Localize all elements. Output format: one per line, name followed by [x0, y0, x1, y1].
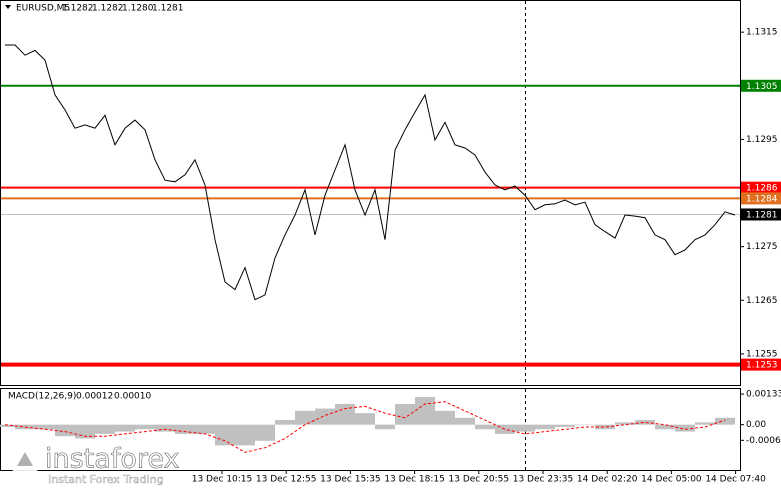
level-tag: [741, 79, 781, 92]
y-tick-label: 1.1255: [746, 349, 778, 359]
price-line: [5, 44, 736, 301]
x-tick-label: 13 Dec 23:35: [513, 475, 574, 485]
menu-arrow: [5, 5, 11, 9]
macd-bar: [535, 424, 555, 430]
macd-tick-label: 0.00133: [746, 390, 781, 400]
y-tick-label: 1.1295: [746, 135, 778, 145]
x-tick-label: 13 Dec 12:55: [256, 475, 317, 485]
level-label: 1.1305: [746, 82, 778, 92]
macd-name: MACD(12,26,9): [8, 392, 76, 402]
macd-bar: [255, 424, 275, 441]
macd-bar: [0, 424, 15, 427]
macd-signal: [4, 401, 726, 453]
macd-bar: [55, 424, 75, 437]
macd-bar: [715, 417, 735, 425]
level-label: 1.1284: [746, 194, 778, 204]
macd-bar: [655, 424, 675, 430]
macd-bar: [195, 424, 215, 434]
macd-bar: [135, 424, 155, 430]
y-tick-label: 1.1275: [746, 242, 778, 252]
level-tag: [741, 208, 781, 221]
macd-bar: [635, 420, 655, 425]
ohlc-value: 1.1282: [92, 4, 124, 14]
macd-bar: [555, 424, 575, 427]
macd-bar: [375, 424, 395, 430]
macd-bar: [275, 420, 295, 425]
logo-mark: [17, 452, 33, 466]
symbol: EURUSD,M5: [16, 4, 70, 14]
brand: instaforex: [45, 444, 179, 475]
macd-bar: [155, 424, 175, 432]
x-tick-label: 14 Dec 07:40: [705, 475, 766, 485]
ohlc-value: 1.1282: [62, 4, 94, 14]
macd-bar: [175, 424, 195, 434]
macd-tick-label: -0.00068: [746, 436, 781, 446]
macd-bar: [515, 424, 535, 432]
macd-bar: [415, 397, 435, 425]
macd-reading: 0.00012: [76, 392, 113, 402]
tagline: Instant Forex Trading: [48, 473, 164, 486]
x-tick-label: 13 Dec 20:55: [449, 475, 510, 485]
x-tick-label: 13 Dec 15:35: [320, 475, 381, 485]
macd-bar: [435, 410, 455, 425]
price-frame: [0, 0, 741, 386]
macd-bar: [315, 408, 335, 425]
y-tick-label: 1.1315: [746, 28, 778, 38]
ohlc-value: 1.1280: [122, 4, 154, 14]
ohlc-value: 1.1281: [152, 4, 184, 14]
level-label: 1.1286: [746, 184, 778, 194]
macd-bar: [95, 424, 115, 434]
x-tick-label: 14 Dec 02:20: [577, 475, 638, 485]
macd-bar: [115, 424, 135, 432]
macd-bar: [235, 424, 255, 446]
level-tag: [741, 181, 781, 194]
macd-bar: [455, 417, 475, 425]
level-tag: [741, 358, 781, 371]
macd-bar: [35, 424, 55, 430]
macd-frame: [0, 388, 741, 471]
level-label: 1.1253: [746, 361, 778, 371]
macd-bar: [495, 424, 515, 434]
macd-bar: [335, 403, 355, 425]
level-tag: [741, 192, 781, 205]
macd-bar: [595, 424, 615, 430]
y-tick-label: 1.1265: [746, 296, 778, 306]
macd-reading: 0.00010: [114, 392, 151, 402]
x-tick-label: 13 Dec 10:15: [192, 475, 253, 485]
macd-bar: [215, 424, 235, 446]
x-tick-label: 13 Dec 18:15: [384, 475, 445, 485]
macd-bar: [295, 410, 315, 425]
macd-bar: [355, 413, 375, 425]
macd-bar: [615, 422, 635, 425]
macd-bar: [575, 424, 595, 426]
macd-bar: [475, 424, 495, 430]
macd-bar: [675, 424, 695, 432]
level-label: 1.1281: [746, 210, 778, 220]
macd-bar: [395, 403, 415, 425]
macd-tick-label: 0.00: [746, 420, 766, 430]
watermark: instaforex Instant Forex Trading: [10, 443, 180, 486]
x-tick-label: 14 Dec 05:00: [641, 475, 702, 485]
macd-bar: [695, 422, 715, 425]
